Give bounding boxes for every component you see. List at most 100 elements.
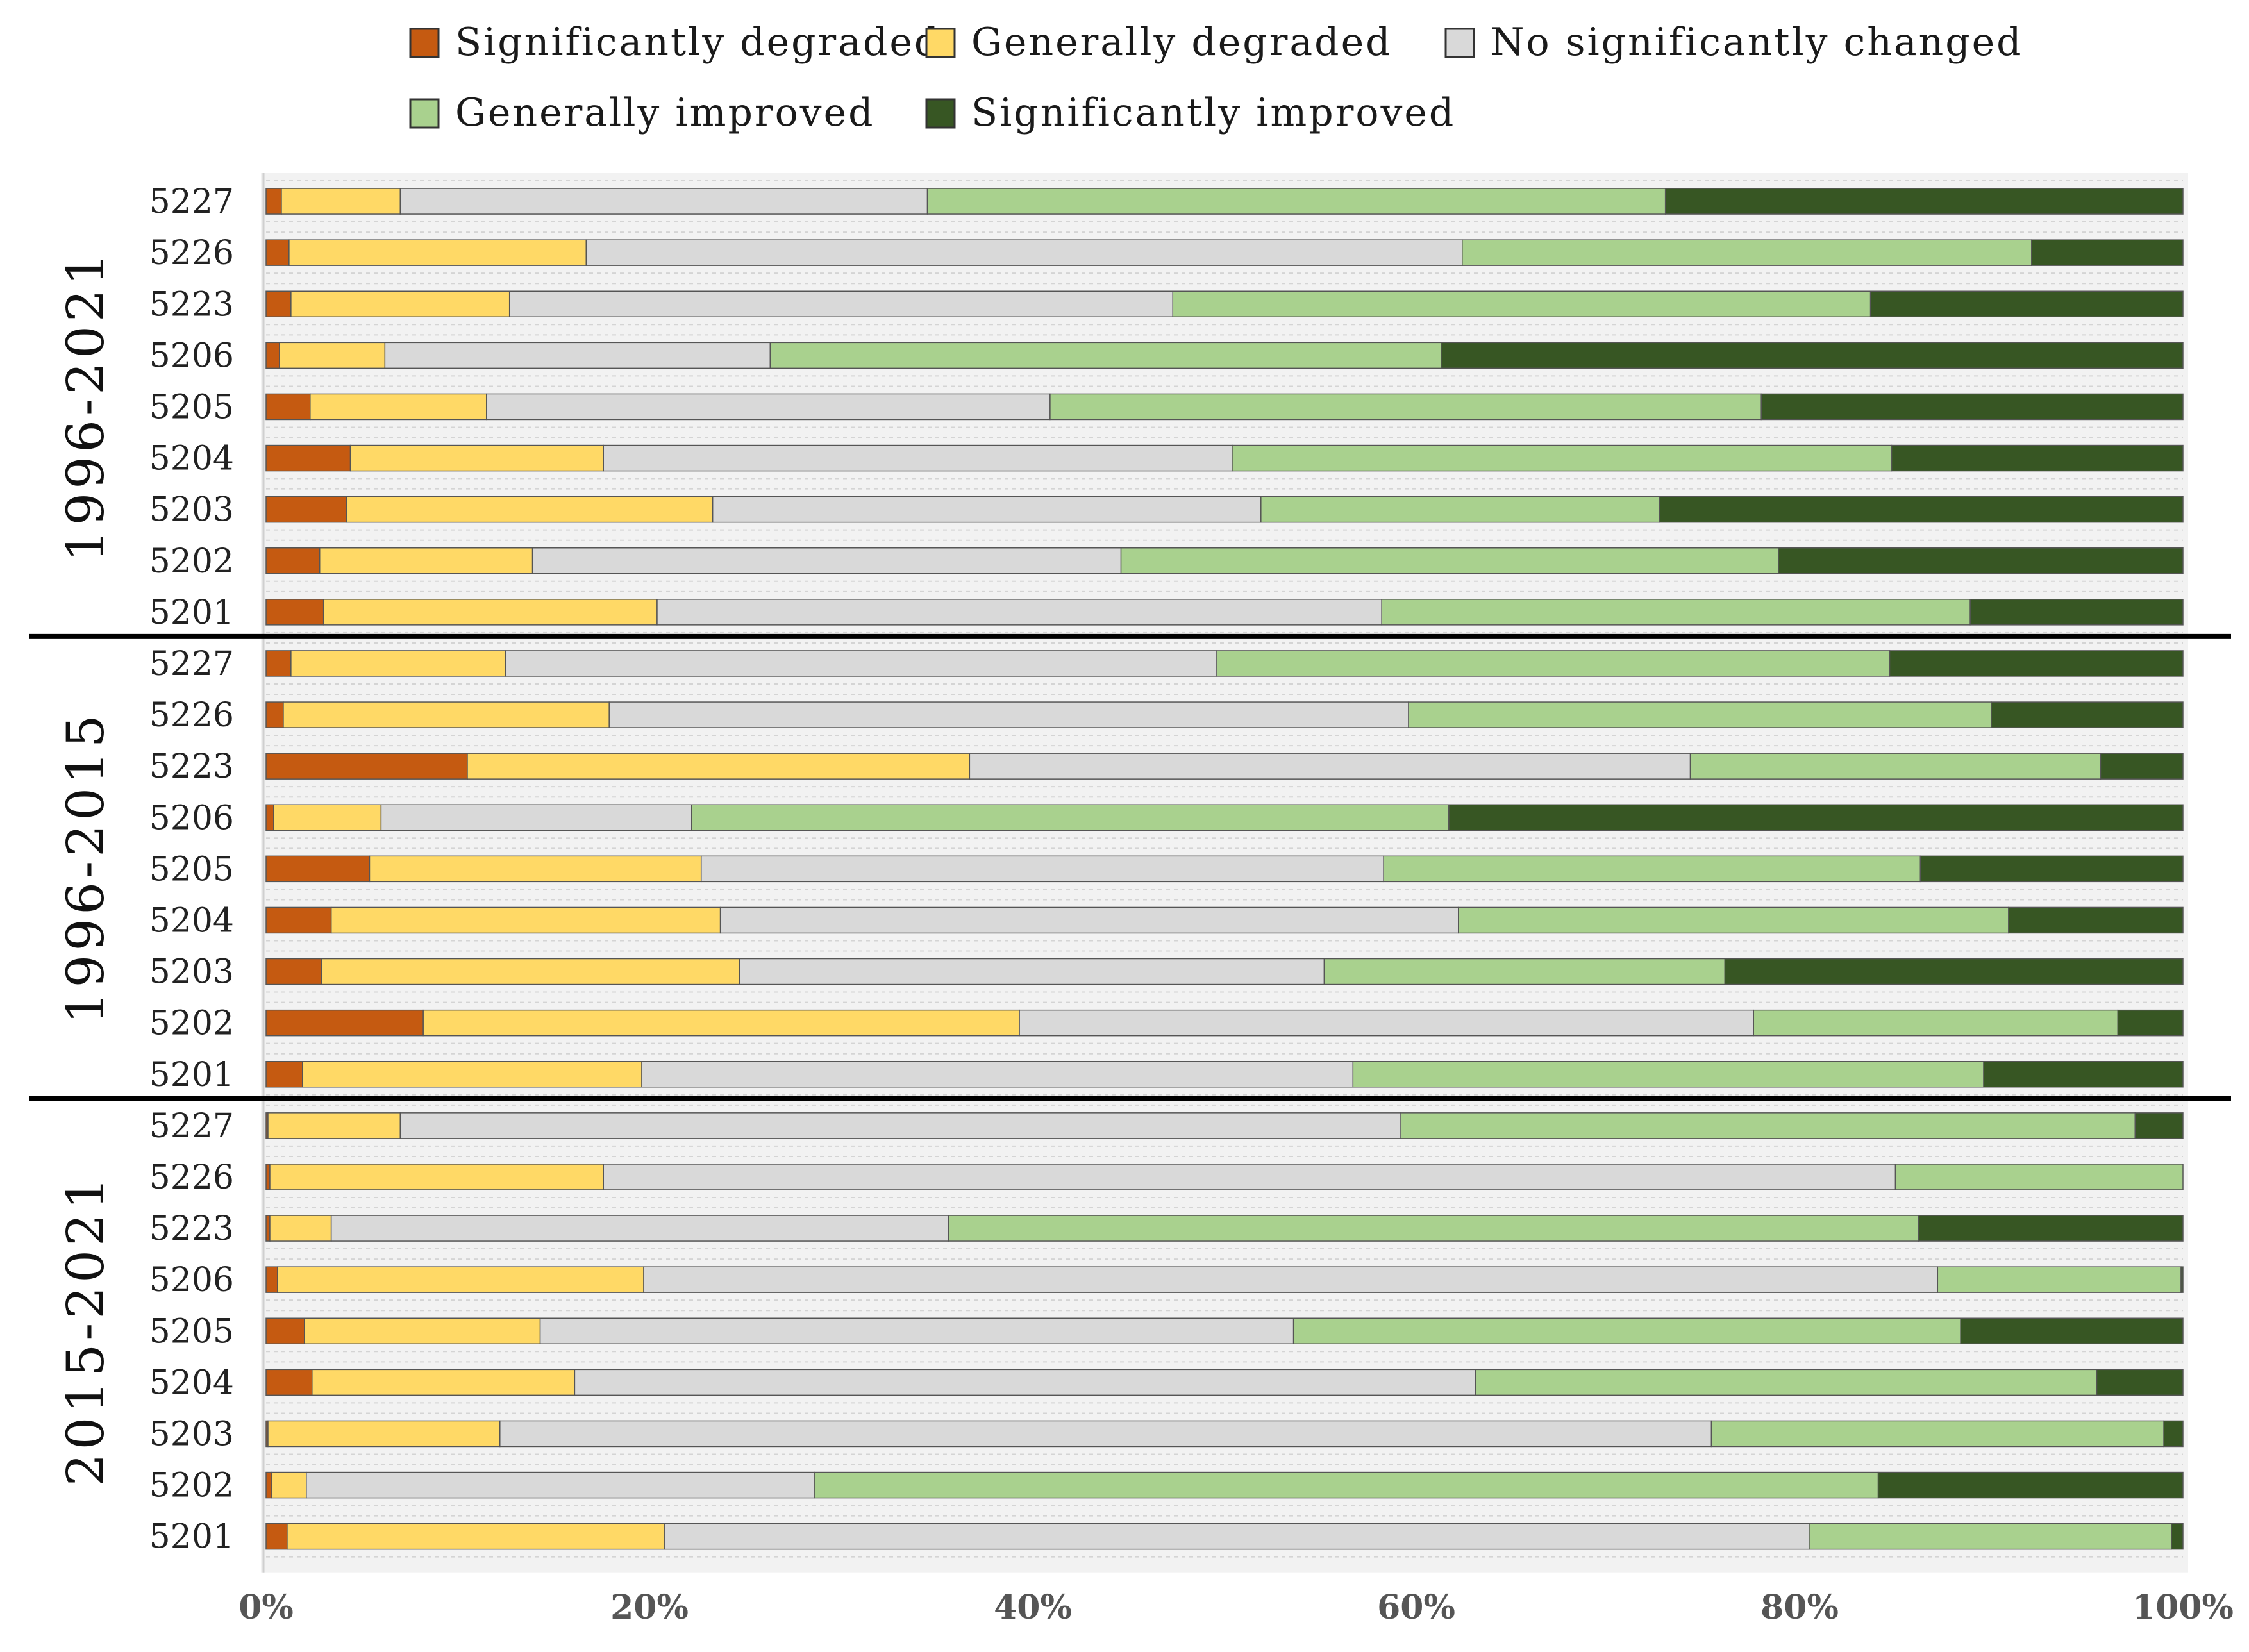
bar-segment-generally-improved <box>926 188 1666 215</box>
bar-segment-no-significantly-changed <box>531 547 1122 574</box>
bar-segment-generally-degraded <box>369 855 702 883</box>
bar-segment-no-significantly-changed <box>719 906 1459 934</box>
bar-segment-generally-improved <box>1894 1164 2184 1190</box>
bar-segment-generally-degraded <box>290 650 506 677</box>
category-label: 5227 <box>149 1107 234 1146</box>
bar-segment-generally-degraded <box>304 1317 541 1344</box>
bar-segment-significantly-improved <box>1877 1471 2184 1499</box>
bar-segment-generally-improved <box>1232 444 1893 472</box>
bar-segment-generally-improved <box>1400 1112 2136 1139</box>
bar-segment-generally-degraded <box>322 599 658 626</box>
bar-segment-significantly-improved <box>2180 1266 2184 1293</box>
bar-segment-generally-degraded <box>281 188 401 215</box>
bar-segment-no-significantly-changed <box>505 650 1217 677</box>
bar-segment-generally-improved <box>1323 958 1726 985</box>
bar-segment-significantly-degraded <box>265 906 332 934</box>
bar-segment-significantly-improved <box>1918 1215 2184 1242</box>
bar-segment-significantly-improved <box>1441 342 2184 369</box>
bar-segment-generally-improved <box>1710 1420 2164 1448</box>
bar-segment-no-significantly-changed <box>739 958 1325 985</box>
bar-segment-significantly-degraded <box>265 1523 288 1550</box>
bar-segment-significantly-improved <box>1983 1061 2184 1088</box>
bar-segment-significantly-degraded <box>265 188 282 215</box>
bar-segment-significantly-degraded <box>265 393 311 421</box>
category-label: 5202 <box>149 542 234 581</box>
bar-segment-significantly-degraded <box>265 1061 303 1088</box>
bar-segment-no-significantly-changed <box>499 1420 1712 1448</box>
bar-segment-significantly-improved <box>2008 906 2184 934</box>
category-label: 5201 <box>149 594 234 632</box>
bar-segment-generally-degraded <box>302 1061 642 1088</box>
bar-segment-no-significantly-changed <box>330 1215 949 1242</box>
bar-segment-generally-degraded <box>279 342 386 369</box>
bar-segment-generally-degraded <box>319 547 533 574</box>
bar-segment-no-significantly-changed <box>380 804 692 831</box>
bar-segment-significantly-degraded <box>265 599 324 626</box>
legend-swatch-generally-improved <box>409 98 440 129</box>
category-label: 5223 <box>149 747 234 786</box>
category-label: 5204 <box>149 440 234 478</box>
category-label: 5206 <box>149 1261 234 1299</box>
bar-segment-generally-degraded <box>349 444 604 472</box>
bar-segment-significantly-degraded <box>265 239 290 266</box>
bar-segment-significantly-improved <box>2163 1420 2184 1448</box>
category-label: 5204 <box>149 1364 234 1402</box>
bar-segment-significantly-degraded <box>265 1369 313 1396</box>
bar-segment-generally-improved <box>1120 547 1779 574</box>
bar-segment-generally-degraded <box>290 290 510 317</box>
bar-segment-significantly-degraded <box>265 650 292 677</box>
x-tick-label: 20% <box>610 1588 689 1627</box>
category-label: 5206 <box>149 337 234 375</box>
bar-segment-no-significantly-changed <box>585 239 1463 266</box>
x-tick-label: 0% <box>238 1588 294 1627</box>
bar-segment-no-significantly-changed <box>603 444 1233 472</box>
bar-segment-significantly-degraded <box>265 1009 424 1037</box>
category-label: 5201 <box>149 1518 234 1556</box>
bar-segment-significantly-improved <box>2117 1009 2184 1037</box>
bar-segment-significantly-degraded <box>265 1317 305 1344</box>
x-tick-label: 80% <box>1760 1588 1839 1627</box>
bar-segment-significantly-improved <box>1991 701 2184 728</box>
bar-segment-no-significantly-changed <box>486 393 1051 421</box>
bar-segment-generally-degraded <box>267 1112 401 1139</box>
x-tick-label: 100% <box>2132 1588 2234 1627</box>
bar-segment-generally-degraded <box>467 753 971 780</box>
bar-segment-generally-improved <box>1937 1266 2182 1293</box>
bar-segment-generally-improved <box>769 342 1442 369</box>
group-label: 1996-2021 <box>56 249 115 562</box>
category-label: 5205 <box>149 850 234 889</box>
bar-segment-generally-improved <box>1260 496 1660 523</box>
bar-segment-no-significantly-changed <box>603 1164 1896 1190</box>
bar-segment-generally-improved <box>1352 1061 1984 1088</box>
bar-segment-generally-improved <box>1475 1369 2098 1396</box>
bar-segment-generally-improved <box>1383 855 1921 883</box>
bar-segment-significantly-degraded <box>265 804 274 831</box>
bar-segment-significantly-degraded <box>265 1164 271 1190</box>
bar-segment-no-significantly-changed <box>643 1266 1939 1293</box>
bar-segment-no-significantly-changed <box>306 1471 815 1499</box>
bar-segment-generally-degraded <box>283 701 610 728</box>
category-label: 5223 <box>149 285 234 324</box>
bar-segment-significantly-degraded <box>265 855 371 883</box>
category-label: 5226 <box>149 1158 234 1197</box>
bar-segment-significantly-degraded <box>265 1266 278 1293</box>
bar-segment-significantly-degraded <box>265 753 468 780</box>
bar-segment-significantly-improved <box>1969 599 2184 626</box>
legend-label-significantly-improved: Significantly improved <box>971 90 1455 135</box>
bar-segment-significantly-improved <box>2100 753 2184 780</box>
bar-segment-generally-degraded <box>321 958 740 985</box>
category-label: 5226 <box>149 696 234 735</box>
legend-label-no-significantly-changed: No significantly changed <box>1491 20 2023 65</box>
category-label: 5201 <box>149 1056 234 1094</box>
legend-swatch-significantly-improved <box>925 98 956 129</box>
bar-segment-generally-degraded <box>312 1369 576 1396</box>
bar-segment-significantly-improved <box>2031 239 2184 266</box>
bar-segment-no-significantly-changed <box>608 701 1409 728</box>
bar-segment-significantly-degraded <box>265 496 347 523</box>
category-label: 5203 <box>149 491 234 530</box>
bar-segment-no-significantly-changed <box>656 599 1382 626</box>
legend-label-significantly-degraded: Significantly degraded <box>455 20 941 65</box>
bar-segment-no-significantly-changed <box>508 290 1174 317</box>
legend-swatch-significantly-degraded <box>409 28 440 58</box>
